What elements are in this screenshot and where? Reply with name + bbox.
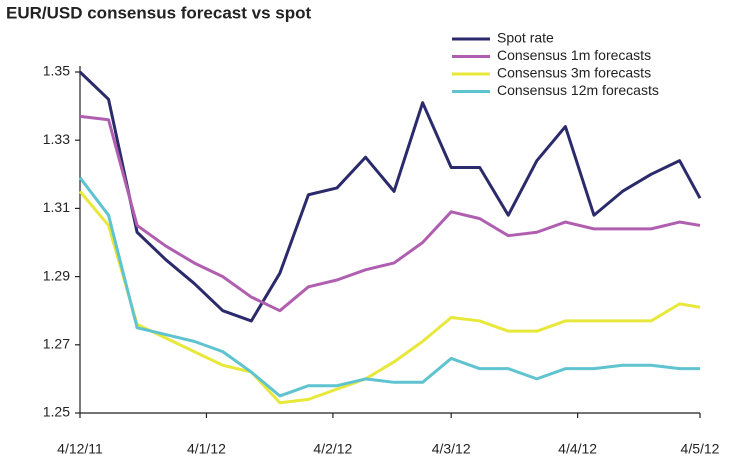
legend-label: Consensus 3m forecasts <box>497 65 651 81</box>
y-tick-label: 1.33 <box>43 131 70 147</box>
x-tick-label: 4/1/12 <box>187 441 226 457</box>
x-tick-label: 4/4/12 <box>558 441 597 457</box>
x-tick-label: 4/12/11 <box>57 441 103 457</box>
legend-label: Consensus 1m forecasts <box>497 47 651 63</box>
series-line <box>79 114 701 313</box>
y-tick-label: 1.31 <box>43 199 70 215</box>
legend-label: Consensus 12m forecasts <box>497 82 659 98</box>
series-line <box>78 190 701 405</box>
series-line <box>78 176 700 398</box>
y-tick-label: 1.29 <box>43 267 70 283</box>
y-tick-label: 1.25 <box>43 404 70 420</box>
legend-label: Spot rate <box>497 30 554 46</box>
x-tick-label: 4/2/12 <box>313 441 352 457</box>
series-line <box>78 70 702 323</box>
y-tick-label: 1.27 <box>43 336 70 352</box>
x-tick-label: 4/3/12 <box>432 441 471 457</box>
x-tick-label: 4/5/12 <box>681 441 720 457</box>
chart-title: EUR/USD consensus forecast vs spot <box>6 3 311 22</box>
y-tick-label: 1.35 <box>43 63 70 79</box>
